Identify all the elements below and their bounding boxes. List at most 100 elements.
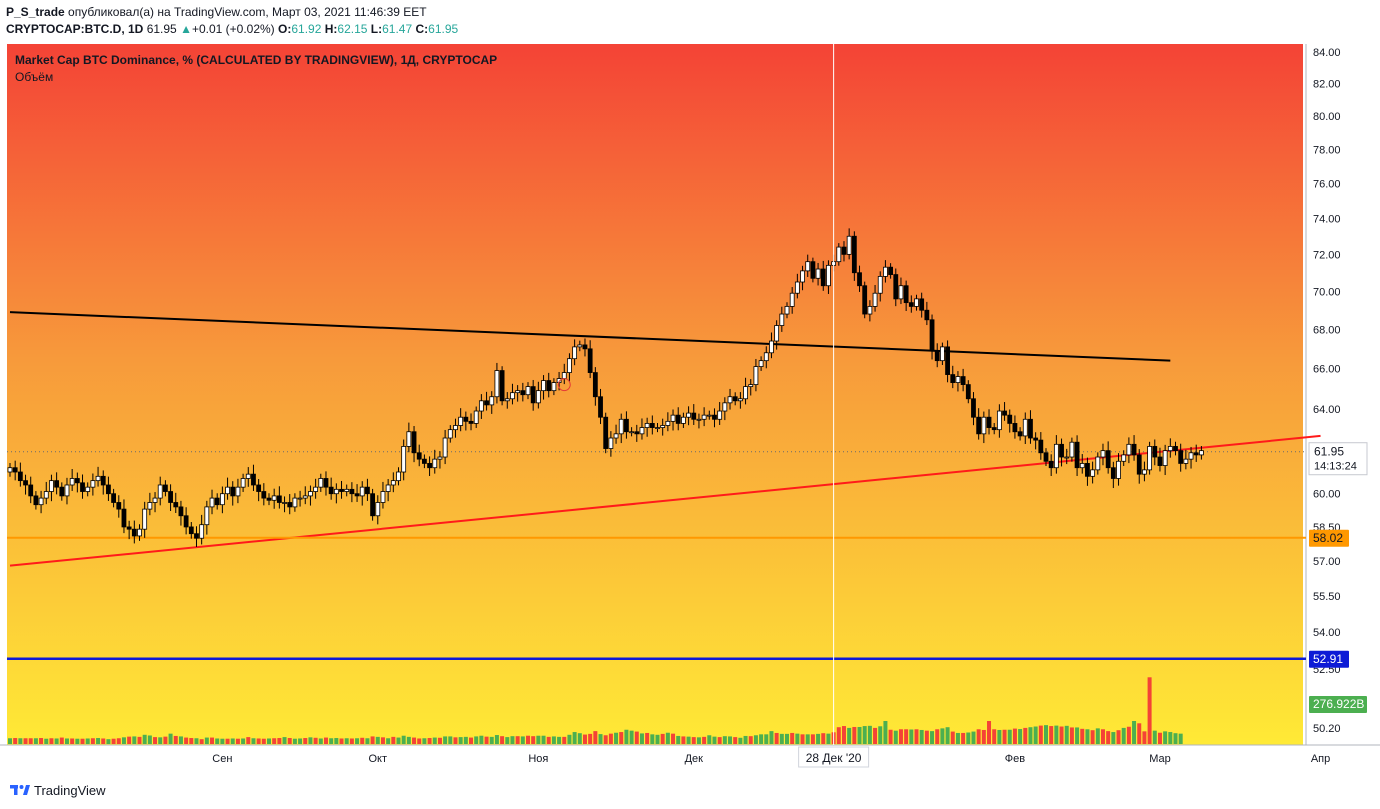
volume-bar bbox=[1044, 725, 1048, 744]
volume-bar bbox=[75, 738, 80, 744]
volume-bar bbox=[127, 736, 132, 744]
candle-body bbox=[877, 276, 883, 294]
candle-body bbox=[1110, 467, 1116, 479]
candle-body bbox=[862, 285, 868, 315]
volume-bar bbox=[484, 736, 489, 744]
volume-bar bbox=[474, 736, 479, 744]
volume-bar bbox=[163, 736, 168, 744]
candle-body bbox=[266, 497, 272, 501]
candle-body bbox=[142, 508, 148, 530]
volume-bar bbox=[1168, 732, 1173, 744]
candle-body bbox=[1053, 443, 1059, 469]
candle-body bbox=[157, 484, 163, 499]
volume-bar bbox=[898, 729, 903, 744]
candle-body bbox=[851, 235, 857, 274]
volume-bar bbox=[702, 736, 707, 744]
volume-bar bbox=[329, 738, 334, 744]
volume-bar bbox=[541, 735, 546, 744]
volume-bar bbox=[194, 738, 199, 744]
volume-bar bbox=[603, 735, 608, 744]
volume-bar bbox=[44, 738, 49, 744]
candle-body bbox=[1100, 450, 1106, 458]
candle-body bbox=[333, 488, 339, 495]
volume-bar bbox=[961, 732, 966, 744]
candle-body bbox=[131, 528, 137, 537]
close-label: C: bbox=[415, 22, 429, 36]
candle-body bbox=[116, 502, 122, 510]
candle-body bbox=[624, 418, 629, 433]
candle-body bbox=[328, 486, 334, 495]
volume-bar bbox=[1023, 727, 1028, 744]
candle-body bbox=[1116, 460, 1121, 479]
volume-bar bbox=[494, 735, 499, 744]
candle-body bbox=[95, 475, 101, 482]
volume-bar bbox=[448, 736, 453, 744]
volume-bar bbox=[598, 734, 603, 744]
candle-body bbox=[354, 493, 360, 497]
candle-body bbox=[603, 416, 609, 449]
volume-bar bbox=[401, 735, 406, 744]
candle-body bbox=[401, 446, 407, 473]
volume-bar bbox=[375, 736, 380, 744]
orange-level-badge-label: 58.02 bbox=[1313, 531, 1343, 545]
candle-body bbox=[774, 325, 780, 342]
candle-body bbox=[727, 396, 733, 404]
candle-body bbox=[686, 412, 691, 418]
candle-body bbox=[561, 372, 567, 379]
candle-body bbox=[106, 484, 111, 495]
volume-bar bbox=[930, 731, 935, 744]
volume-bar bbox=[795, 733, 800, 744]
volume-bar bbox=[1018, 729, 1023, 744]
candle-body bbox=[618, 418, 624, 435]
candle-body bbox=[256, 484, 262, 492]
volume-bar bbox=[1178, 733, 1183, 744]
price-tick-label: 64.00 bbox=[1313, 404, 1341, 416]
author-name[interactable]: P_S_trade bbox=[6, 5, 65, 19]
volume-bar bbox=[1116, 730, 1121, 744]
volume-bar bbox=[18, 738, 23, 744]
candle-body bbox=[194, 533, 199, 539]
brand-name[interactable]: TradingView bbox=[34, 783, 106, 798]
volume-bar bbox=[210, 737, 215, 744]
candle-body bbox=[302, 495, 308, 499]
volume-bar bbox=[536, 735, 541, 744]
candle-body bbox=[64, 484, 70, 497]
volume-bar bbox=[80, 738, 85, 744]
volume-bar bbox=[85, 738, 90, 744]
time-tick-label: Дек bbox=[685, 753, 704, 765]
trendline-red-support bbox=[9, 434, 1321, 567]
volume-bar bbox=[54, 738, 59, 744]
price-tick-label: 60.00 bbox=[1313, 489, 1341, 501]
volume-bar bbox=[645, 732, 650, 744]
candle-body bbox=[520, 390, 526, 396]
candle-body bbox=[1022, 418, 1028, 437]
change-arrow-icon: ▲ bbox=[180, 22, 192, 36]
volume-bar bbox=[121, 737, 126, 744]
volume-bar bbox=[676, 735, 681, 744]
candle-body bbox=[530, 386, 536, 404]
volume-bar bbox=[696, 737, 701, 744]
volume-bar bbox=[800, 734, 805, 744]
candle-body bbox=[934, 350, 940, 362]
volume-bar bbox=[1059, 726, 1064, 744]
volume-bar bbox=[339, 738, 344, 744]
volume-bar bbox=[412, 737, 417, 744]
candle-body bbox=[406, 431, 412, 447]
orange-level-badge-bg bbox=[1309, 529, 1349, 547]
volume-bar bbox=[380, 737, 385, 744]
candle-body bbox=[126, 526, 132, 530]
candle-body bbox=[794, 281, 800, 294]
volume-bar bbox=[458, 737, 463, 744]
candle-body bbox=[1085, 463, 1090, 477]
volume-bar bbox=[505, 737, 510, 744]
candle-body bbox=[955, 376, 961, 383]
volume-bar bbox=[277, 738, 282, 744]
candle-body bbox=[914, 298, 919, 307]
candle-body bbox=[748, 384, 754, 388]
candle-body bbox=[1152, 446, 1158, 458]
tradingview-logo-icon[interactable] bbox=[10, 782, 30, 798]
volume-bar bbox=[707, 735, 712, 744]
volume-bar bbox=[619, 732, 624, 744]
volume-bar bbox=[323, 737, 328, 744]
price-chart[interactable]: 84.00 82.00 80.00 78.00 76.00 74.00 72.00 70.00… bbox=[0, 0, 1380, 778]
